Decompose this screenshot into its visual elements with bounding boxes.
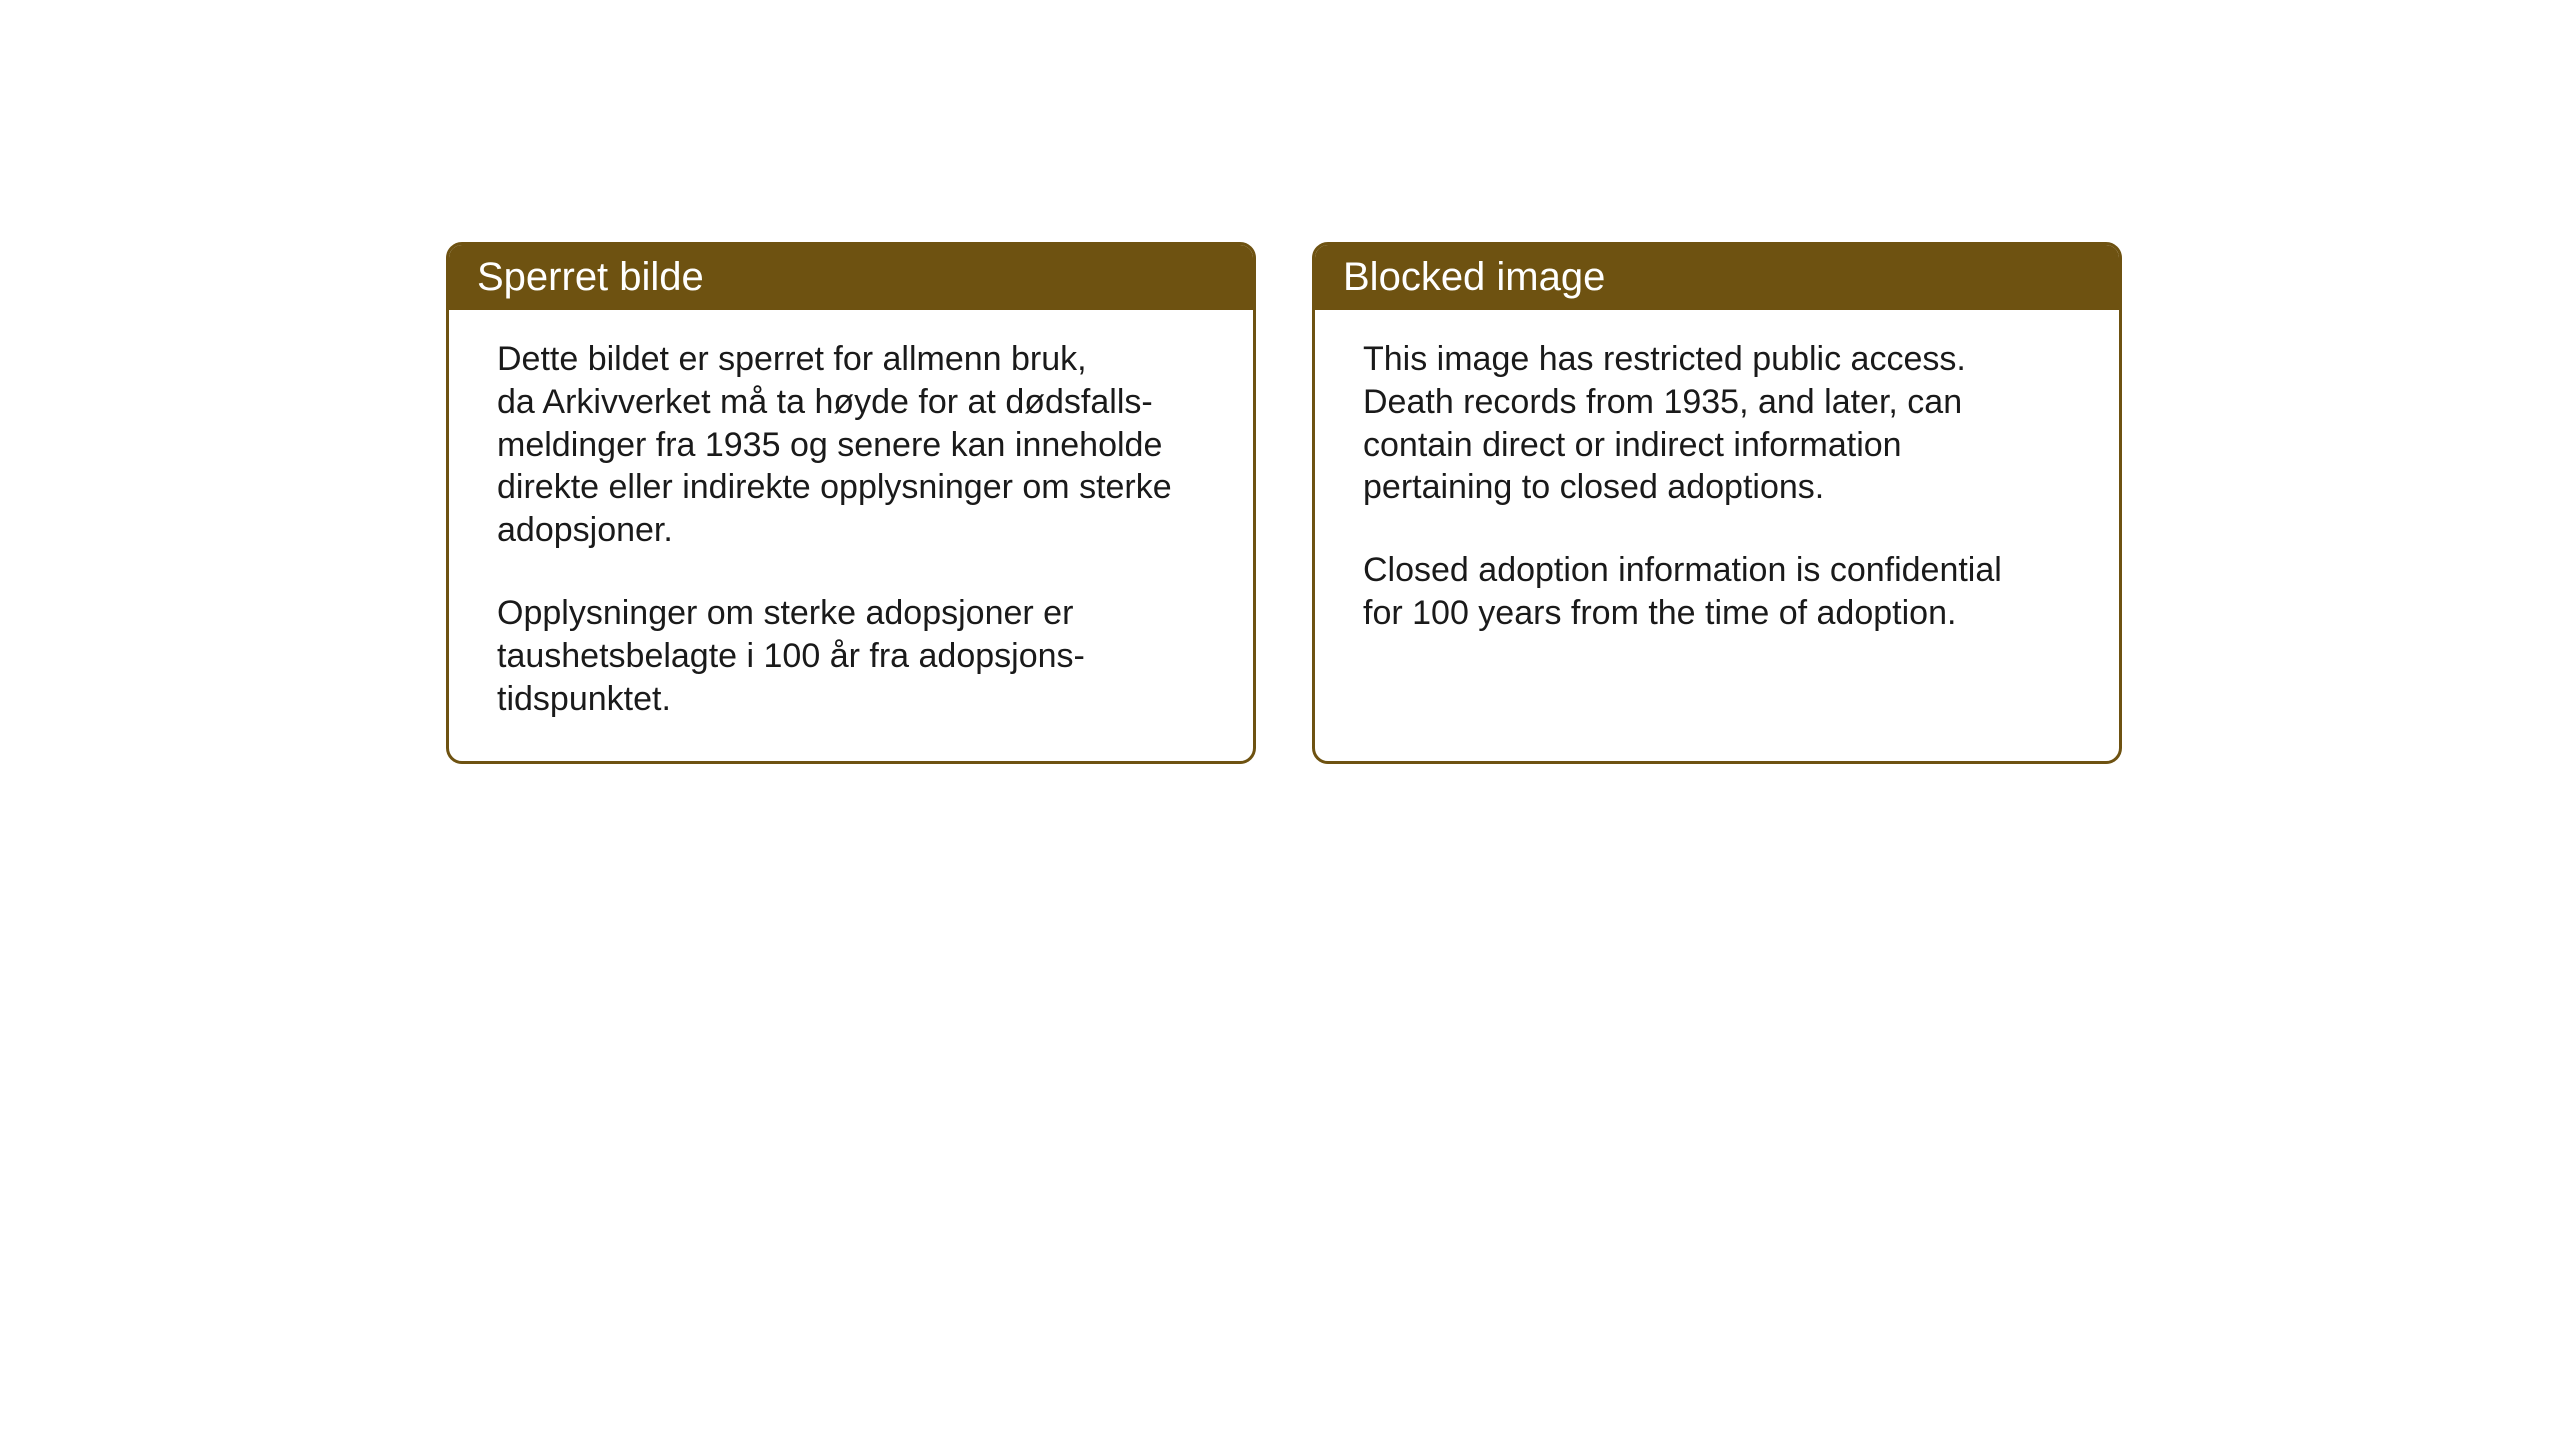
notice-container: Sperret bilde Dette bildet er sperret fo… <box>446 242 2122 764</box>
card-paragraph-english-1: This image has restricted public access.… <box>1363 338 2071 509</box>
notice-card-norwegian: Sperret bilde Dette bildet er sperret fo… <box>446 242 1256 764</box>
card-body-norwegian: Dette bildet er sperret for allmenn bruk… <box>449 310 1253 761</box>
card-header-english: Blocked image <box>1315 245 2119 310</box>
card-body-english: This image has restricted public access.… <box>1315 310 2119 705</box>
notice-card-english: Blocked image This image has restricted … <box>1312 242 2122 764</box>
card-paragraph-norwegian-2: Opplysninger om sterke adopsjoner er tau… <box>497 592 1205 720</box>
card-paragraph-norwegian-1: Dette bildet er sperret for allmenn bruk… <box>497 338 1205 552</box>
card-header-norwegian: Sperret bilde <box>449 245 1253 310</box>
card-paragraph-english-2: Closed adoption information is confident… <box>1363 549 2071 635</box>
card-title-norwegian: Sperret bilde <box>477 255 704 299</box>
card-title-english: Blocked image <box>1343 255 1605 299</box>
